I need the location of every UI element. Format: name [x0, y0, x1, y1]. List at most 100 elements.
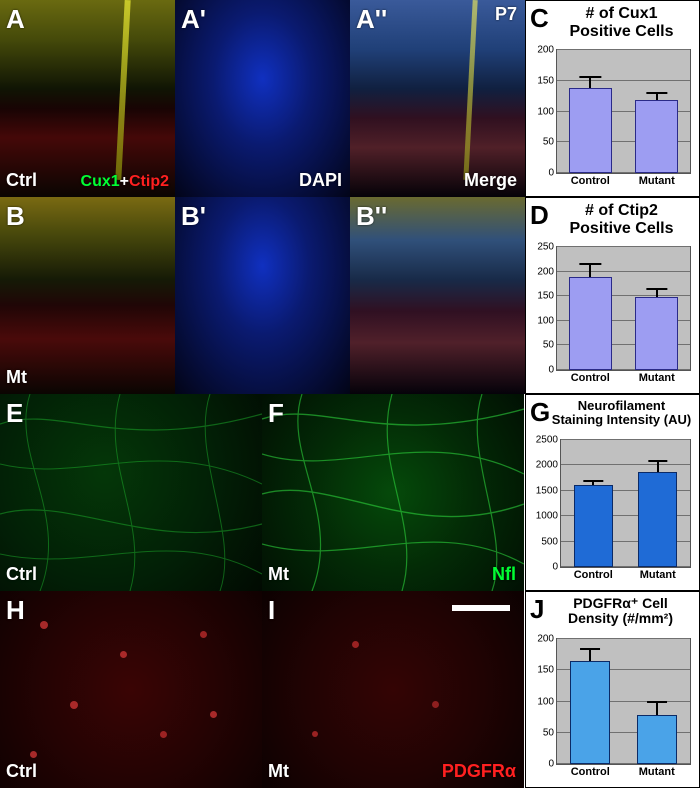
- chart-C-title-l1: # of Cux1: [585, 5, 657, 22]
- chart-C: C # of Cux1 Positive Cells 0 50 100 150 200 C…: [525, 0, 700, 197]
- bar-control: [570, 661, 610, 764]
- chart-D: D # of Ctip2 Positive Cells 050100150200…: [525, 197, 700, 394]
- chart-G-title: Neurofilament Staining Intensity (AU): [548, 399, 695, 428]
- chart-C-title: # of Cux1 Positive Cells: [548, 5, 695, 40]
- xlabel-mutant: Mutant: [624, 370, 691, 384]
- ytick-label: 2500: [536, 435, 561, 446]
- gridline: [557, 80, 690, 81]
- ytick-label: 0: [552, 562, 561, 573]
- panel-label-Bpp: B'': [356, 201, 387, 232]
- ytick-label: 50: [543, 727, 557, 738]
- chart-D-plot: 050100150200250ControlMutant: [556, 246, 691, 371]
- bar-mutant: [638, 472, 677, 568]
- xlabel-control: Control: [561, 567, 626, 581]
- chart-D-title: # of Ctip2 Positive Cells: [548, 202, 695, 237]
- condition-label-ctrl-E: Ctrl: [6, 564, 37, 585]
- ytick-label: 100: [537, 106, 557, 117]
- panel-label-Bp: B': [181, 201, 206, 232]
- chart-J: J PDGFRα⁺ Cell Density (#/mm²) 050100150…: [525, 591, 700, 788]
- micrograph-F: [262, 394, 524, 591]
- error-cap: [584, 480, 603, 482]
- panel-label-B: B: [6, 201, 25, 232]
- xlabel-mutant: Mutant: [624, 764, 691, 778]
- error-cap: [580, 76, 601, 78]
- ytick-label: 150: [537, 665, 557, 676]
- chart-D-title-l1: # of Ctip2: [585, 202, 658, 219]
- panel-label-C: C: [530, 3, 549, 34]
- gridline: [557, 271, 690, 272]
- chart-J-title: PDGFRα⁺ Cell Density (#/mm²): [546, 596, 695, 627]
- error-cap: [648, 460, 667, 462]
- panel-Ap: A' DAPI: [175, 0, 350, 197]
- ytick-label: 1500: [536, 485, 561, 496]
- gridline: [561, 439, 690, 440]
- marker-pdgfra: PDGFRα: [442, 761, 516, 782]
- ytick-label: 100: [537, 696, 557, 707]
- micrograph-I: [262, 591, 524, 788]
- bar-control: [569, 88, 612, 173]
- panel-E: E Ctrl: [0, 394, 262, 591]
- ytick-label: 250: [537, 242, 557, 253]
- gridline: [561, 464, 690, 465]
- ytick-label: 150: [537, 75, 557, 86]
- chart-C-title-l2: Positive Cells: [569, 23, 673, 40]
- error-bar: [656, 94, 658, 100]
- ytick-label: 50: [543, 340, 557, 351]
- error-cap: [646, 92, 667, 94]
- bar-control: [569, 277, 612, 370]
- bar-mutant: [637, 715, 677, 764]
- error-cap: [580, 263, 601, 265]
- gridline: [557, 638, 690, 639]
- chart-G-plot: 05001000150020002500ControlMutant: [560, 439, 691, 568]
- chart-J-plot: 050100150200ControlMutant: [556, 638, 691, 765]
- micrograph-E: [0, 394, 262, 591]
- panel-label-F: F: [268, 398, 284, 429]
- panel-Bp: B': [175, 197, 350, 394]
- bar-mutant: [635, 297, 678, 370]
- panel-App: A'' P7 Merge: [350, 0, 525, 197]
- chart-J-title-l2: Density (#/mm²): [568, 610, 673, 626]
- merge-label-App: Merge: [464, 170, 517, 191]
- xlabel-control: Control: [557, 173, 624, 187]
- ytick-label: 200: [537, 266, 557, 277]
- ytick-label: 200: [537, 45, 557, 56]
- xlabel-mutant: Mutant: [626, 567, 691, 581]
- channel-label-A: Cux1+Ctip2: [81, 173, 169, 191]
- xlabel-control: Control: [557, 764, 624, 778]
- micrograph-A: [0, 0, 175, 197]
- chart-G-title-l1: Neurofilament: [578, 398, 665, 413]
- nfl-fibers-E: [0, 394, 262, 591]
- timepoint-label: P7: [495, 4, 517, 25]
- panel-label-J: J: [530, 594, 544, 625]
- ytick-label: 0: [548, 168, 557, 179]
- panel-label-I: I: [268, 595, 275, 626]
- error-bar: [656, 290, 658, 297]
- nfl-fibers-F: [262, 394, 524, 591]
- ytick-label: 1000: [536, 511, 561, 522]
- panel-label-App: A'': [356, 4, 387, 35]
- panel-label-D: D: [530, 200, 549, 231]
- ytick-label: 500: [541, 536, 561, 547]
- gridline: [557, 49, 690, 50]
- micrograph-H: [0, 591, 262, 788]
- ytick-label: 200: [537, 634, 557, 645]
- ytick-label: 50: [543, 137, 557, 148]
- panel-label-Ap: A': [181, 4, 206, 35]
- panel-label-E: E: [6, 398, 23, 429]
- error-cap: [580, 648, 600, 650]
- ytick-label: 0: [548, 365, 557, 376]
- marker-nfl: Nfl: [492, 564, 516, 585]
- micrograph-B: [0, 197, 175, 394]
- error-bar: [657, 462, 659, 471]
- xlabel-mutant: Mutant: [624, 173, 691, 187]
- chart-D-title-l2: Positive Cells: [569, 220, 673, 237]
- condition-label-mt-B: Mt: [6, 367, 27, 388]
- error-bar: [656, 703, 658, 716]
- ytick-label: 150: [537, 291, 557, 302]
- ytick-label: 100: [537, 315, 557, 326]
- error-bar: [589, 78, 591, 88]
- panel-label-A: A: [6, 4, 25, 35]
- channel-dapi-Ap: DAPI: [299, 170, 342, 191]
- panel-Bpp: B'': [350, 197, 525, 394]
- scale-bar: [452, 605, 510, 611]
